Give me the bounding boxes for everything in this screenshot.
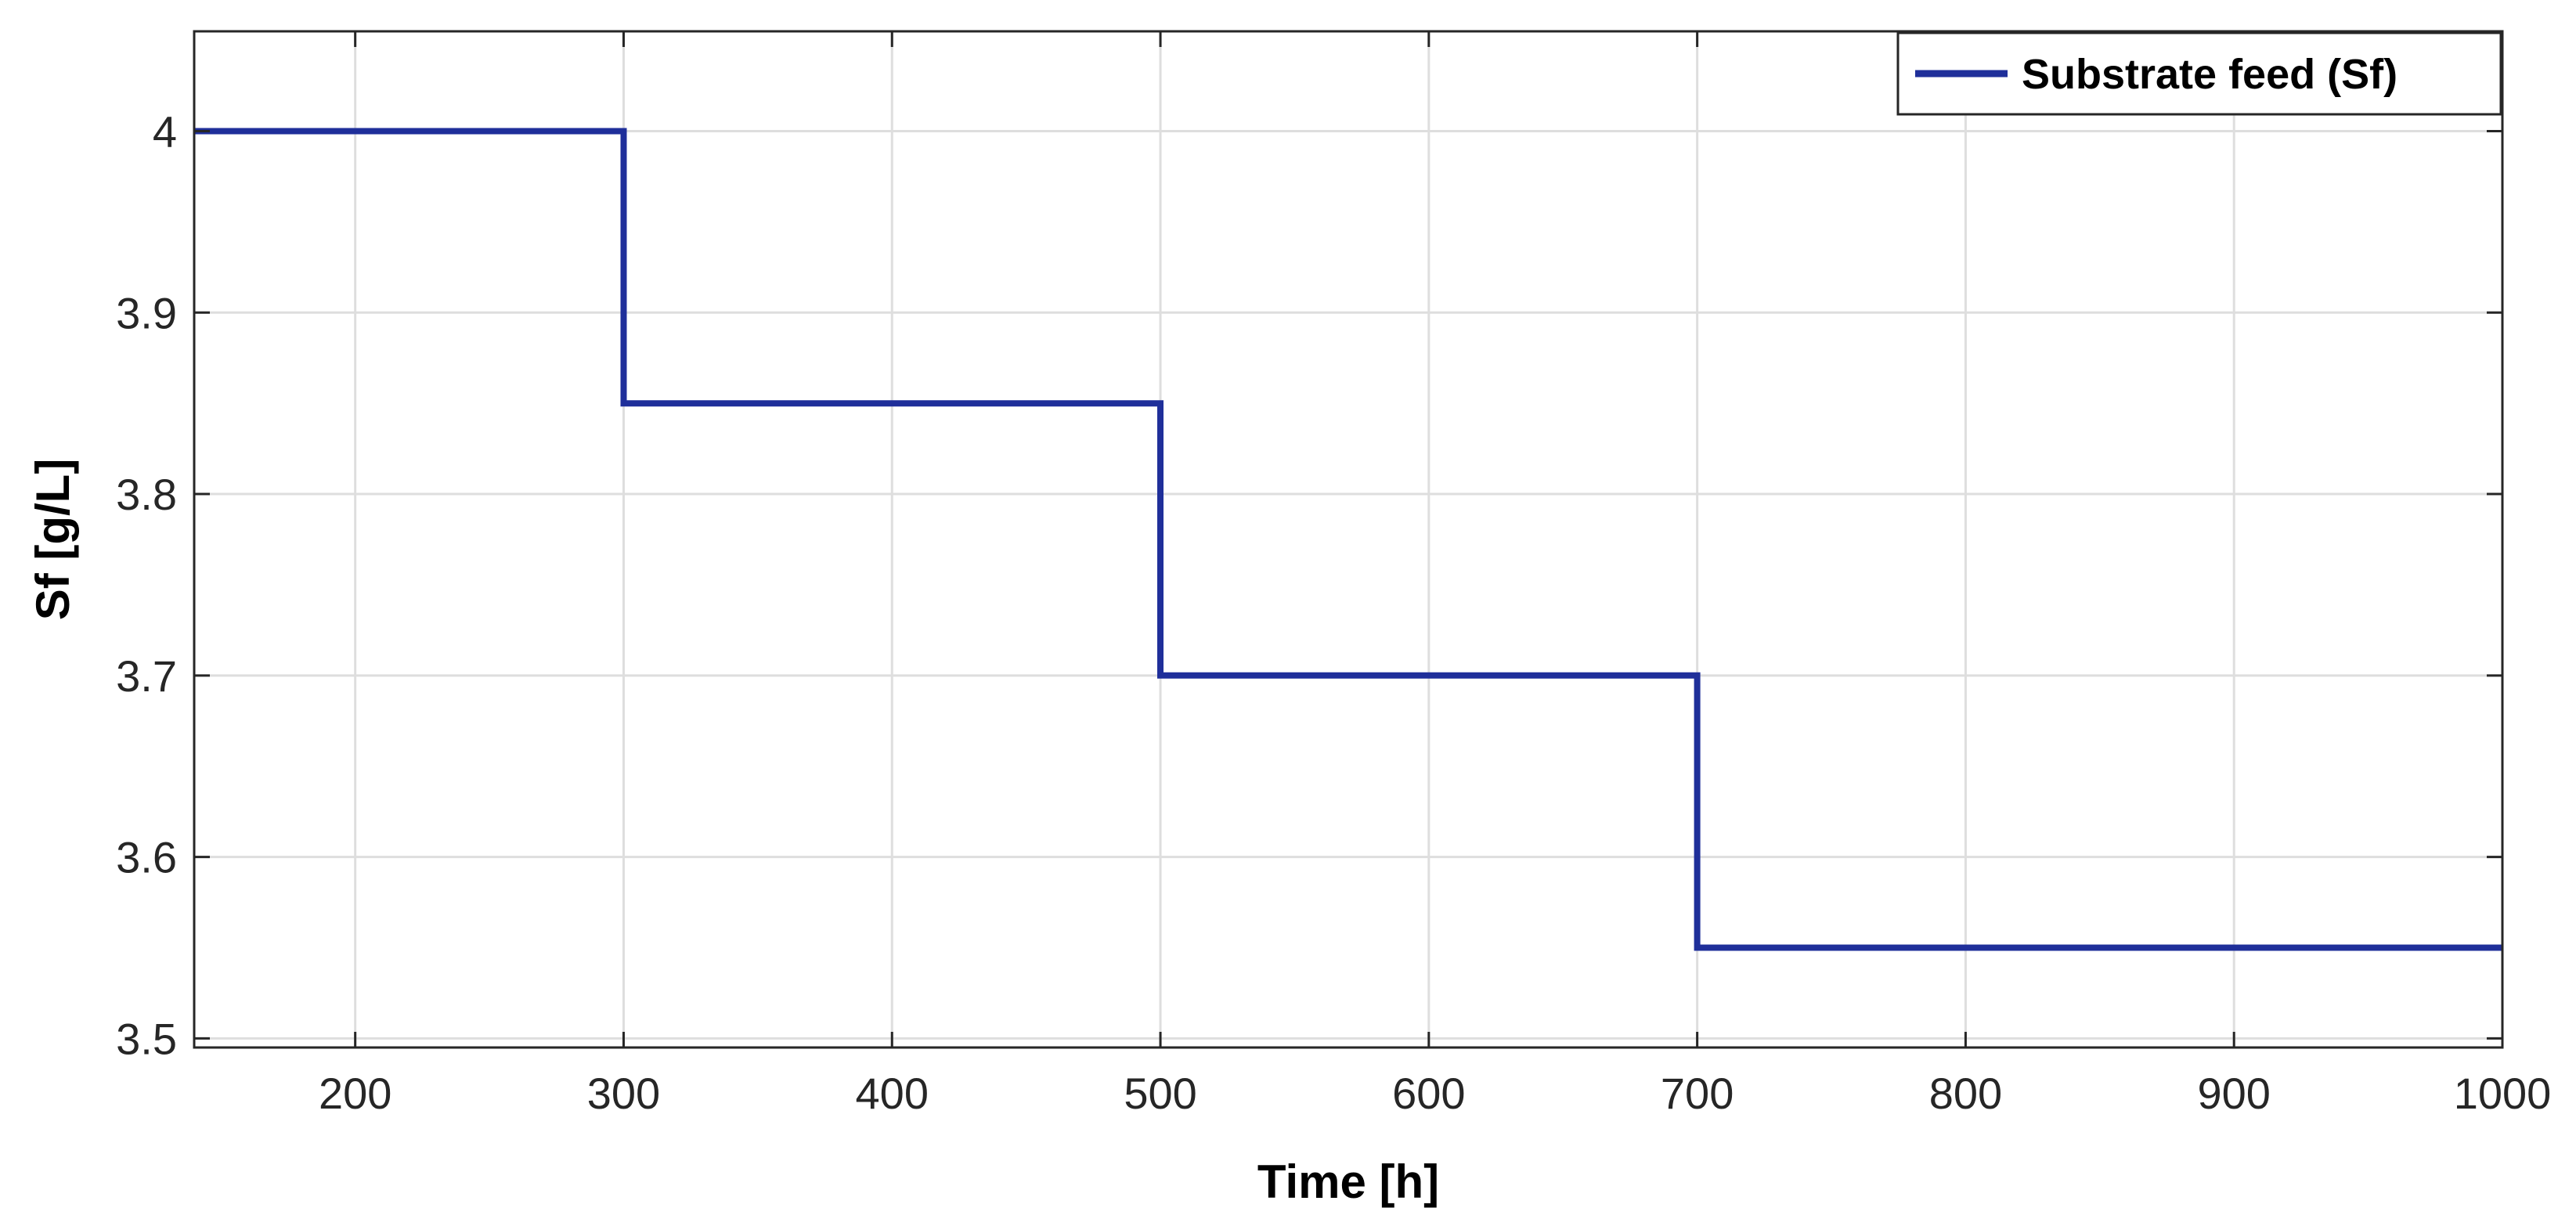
x-tick-label: 400 bbox=[856, 1069, 929, 1118]
y-tick-label: 3.8 bbox=[116, 470, 177, 519]
x-tick-label: 300 bbox=[587, 1069, 660, 1118]
y-tick-label: 3.5 bbox=[116, 1014, 177, 1063]
x-tick-label: 1000 bbox=[2454, 1069, 2552, 1118]
grid bbox=[194, 31, 2504, 1048]
series-layer bbox=[194, 128, 2502, 951]
x-tick-label: 500 bbox=[1124, 1069, 1196, 1118]
x-tick-labels: 200 300 400 500 600 700 800 900 1000 bbox=[319, 1069, 2551, 1118]
legend-label-substrate-feed: Substrate feed (Sf) bbox=[2022, 51, 2397, 98]
x-tick-label: 800 bbox=[1929, 1069, 2002, 1118]
x-tick-label: 700 bbox=[1661, 1069, 1734, 1118]
legend: Substrate feed (Sf) bbox=[1896, 31, 2502, 116]
y-tick-label: 4 bbox=[153, 106, 177, 156]
x-tick-label: 600 bbox=[1392, 1069, 1465, 1118]
series-line-substrate-feed bbox=[194, 128, 2502, 951]
y-tick-label: 3.6 bbox=[116, 833, 177, 882]
y-tick-labels: 3.5 3.6 3.7 3.8 3.9 4 bbox=[116, 106, 177, 1063]
tick-marks bbox=[194, 31, 2504, 1048]
plot-frame bbox=[193, 30, 2504, 1049]
y-axis-title: Sf [g/L] bbox=[27, 459, 79, 621]
x-axis-title: Time [h] bbox=[1257, 1156, 1439, 1208]
x-tick-label: 200 bbox=[319, 1069, 391, 1118]
x-tick-label: 900 bbox=[2197, 1069, 2270, 1118]
y-tick-label: 3.7 bbox=[116, 651, 177, 701]
y-tick-label: 3.9 bbox=[116, 288, 177, 337]
